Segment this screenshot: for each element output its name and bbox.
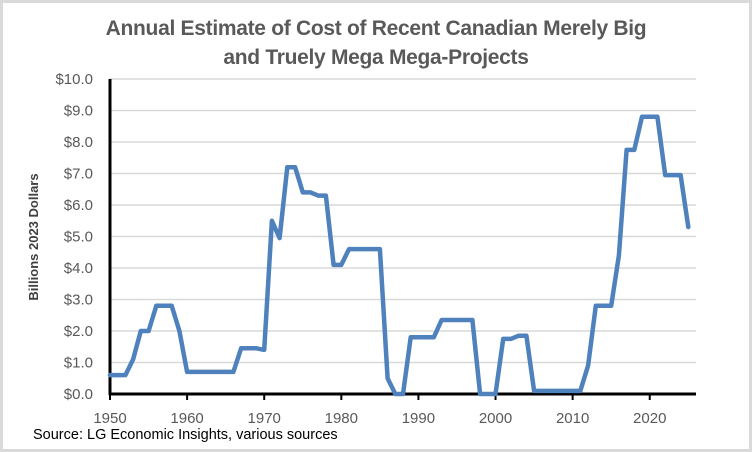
y-tick-label: $0.0	[64, 386, 93, 403]
x-tick-label: 1990	[402, 410, 435, 427]
gridlines	[110, 78, 696, 364]
y-tick-label: $2.0	[64, 323, 93, 340]
y-tick-label: $1.0	[64, 355, 93, 372]
x-tick-label: 2010	[556, 410, 589, 427]
y-tick-label: $10.0	[55, 71, 93, 88]
x-tick-label: 1970	[248, 410, 281, 427]
x-tick-label: 2000	[479, 410, 512, 427]
x-axis-ticks: 1950 1960 1970 1980 1990 2000 2010 2020	[93, 394, 666, 427]
x-tick-label: 2020	[633, 410, 666, 427]
source-note: Source: LG Economic Insights, various so…	[33, 427, 338, 443]
y-axis-ticks: $0.0 $1.0 $2.0 $3.0 $4.0 $5.0 $6.0 $7.0 $8.0 $9.0…	[55, 71, 93, 403]
y-tick-label: $7.0	[64, 166, 93, 183]
y-tick-label: $4.0	[64, 260, 93, 277]
chart-title-line-2: and Truely Mega Mega-Projects	[223, 46, 529, 69]
chart-title-line-1: Annual Estimate of Cost of Recent Canadi…	[105, 17, 647, 40]
x-tick-label: 1950	[93, 410, 126, 427]
y-tick-label: $9.0	[64, 103, 93, 120]
chart-title: Annual Estimate of Cost of Recent Canadi…	[0, 14, 752, 72]
series-line	[107, 114, 691, 397]
x-tick-label: 1960	[170, 410, 203, 427]
x-tick-label: 1980	[325, 410, 358, 427]
y-tick-label: $6.0	[64, 197, 93, 214]
y-axis-label: Billions 2023 Dollars	[26, 173, 41, 300]
y-tick-label: $8.0	[64, 134, 93, 151]
y-tick-label: $3.0	[64, 292, 93, 309]
y-tick-label: $5.0	[64, 229, 93, 246]
